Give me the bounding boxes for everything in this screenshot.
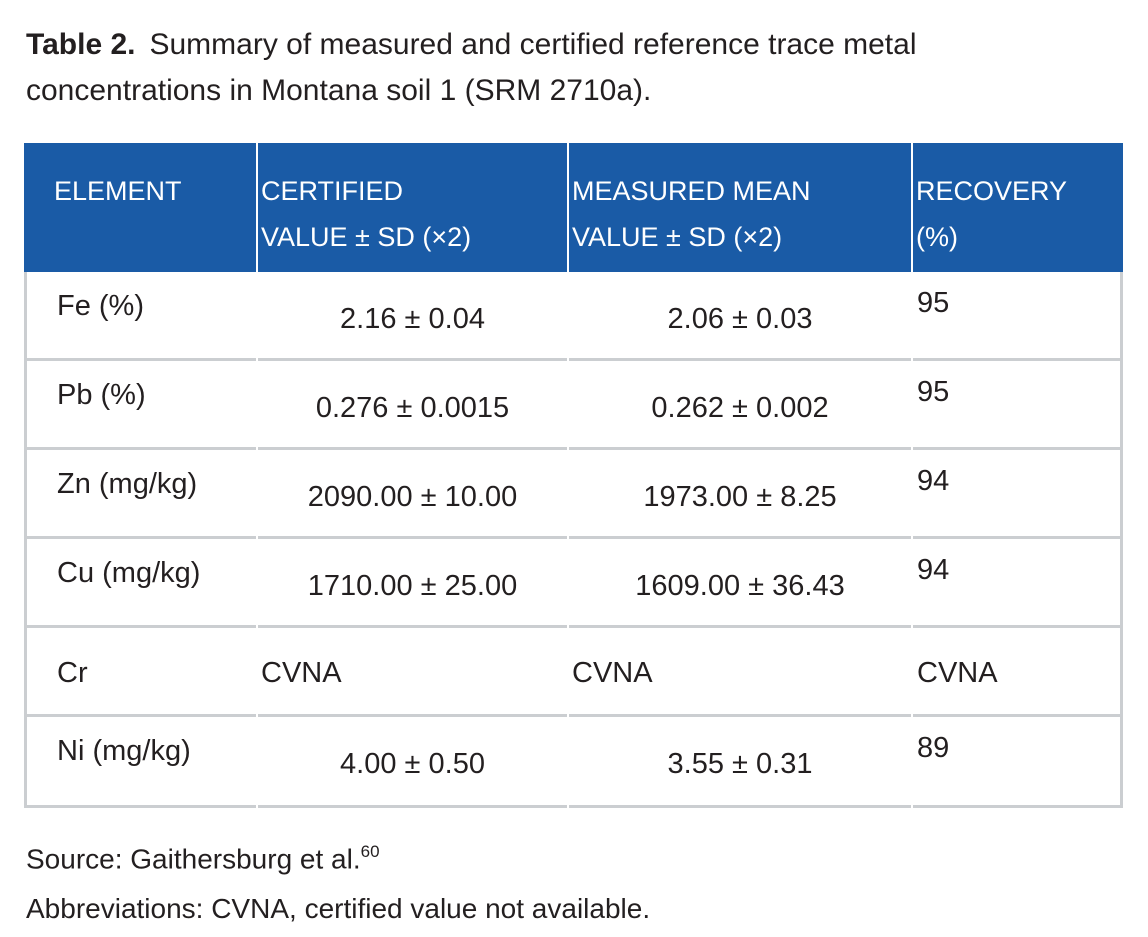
table-caption: Table 2. Summary of measured and certifie…: [26, 22, 1101, 114]
cell-element: Cu (mg/kg): [24, 539, 256, 628]
data-table: ELEMENT CERTIFIED VALUE ± SD (×2) MEASUR…: [24, 143, 1123, 808]
column-header-line1: RECOVERY: [916, 176, 1068, 206]
column-header-certified-value: CERTIFIED VALUE ± SD (×2): [258, 143, 567, 272]
table-caption-text-line2: concentrations in Montana soil 1 (SRM 27…: [26, 74, 652, 107]
column-header-line1: ELEMENT: [54, 176, 182, 206]
cell-certified-value: 2090.00 ± 10.00: [258, 450, 567, 539]
cell-element: Fe (%): [24, 272, 256, 361]
cell-certified-value: 4.00 ± 0.50: [258, 717, 567, 808]
cell-measured-value: 3.55 ± 0.31: [569, 717, 911, 808]
column-header-line1: MEASURED MEAN: [572, 176, 811, 206]
cell-recovery: 89: [913, 717, 1123, 808]
cell-certified-value: 0.276 ± 0.0015: [258, 361, 567, 450]
cell-certified-value: CVNA: [258, 628, 567, 717]
cell-recovery: 95: [913, 361, 1123, 450]
cell-measured-value: 1609.00 ± 36.43: [569, 539, 911, 628]
cell-element: Cr: [24, 628, 256, 717]
cell-certified-value: 1710.00 ± 25.00: [258, 539, 567, 628]
footnotes: Source: Gaithersburg et al.60 Abbreviati…: [26, 838, 650, 924]
cell-measured-value: 2.06 ± 0.03: [569, 272, 911, 361]
cell-certified-value: 2.16 ± 0.04: [258, 272, 567, 361]
cell-measured-value: CVNA: [569, 628, 911, 717]
cell-measured-value: 0.262 ± 0.002: [569, 361, 911, 450]
cell-element: Pb (%): [24, 361, 256, 450]
column-header-line1: CERTIFIED: [261, 176, 404, 206]
cell-measured-value: 1973.00 ± 8.25: [569, 450, 911, 539]
cell-recovery: 94: [913, 450, 1123, 539]
column-header-line2: VALUE ± SD (×2): [572, 222, 783, 252]
cell-element: Ni (mg/kg): [24, 717, 256, 808]
cell-recovery: 94: [913, 539, 1123, 628]
source-note-text: Source: Gaithersburg et al.: [26, 843, 361, 875]
column-header-line2: VALUE ± SD (×2): [261, 222, 472, 252]
column-header-measured-mean: MEASURED MEAN VALUE ± SD (×2): [569, 143, 911, 272]
column-header-element: ELEMENT: [24, 143, 256, 272]
cell-recovery: CVNA: [913, 628, 1123, 717]
abbreviations-note: Abbreviations: CVNA, certified value not…: [26, 893, 651, 925]
table-caption-number: Table 2.: [26, 28, 136, 61]
column-header-recovery: RECOVERY (%): [913, 143, 1123, 272]
table-caption-text-line1: Summary of measured and certified refere…: [149, 28, 917, 61]
source-note: Source: Gaithersburg et al.60: [26, 838, 650, 874]
cell-recovery: 95: [913, 272, 1123, 361]
source-citation-superscript: 60: [360, 842, 380, 861]
column-header-line2: (%): [916, 222, 958, 252]
cell-element: Zn (mg/kg): [24, 450, 256, 539]
